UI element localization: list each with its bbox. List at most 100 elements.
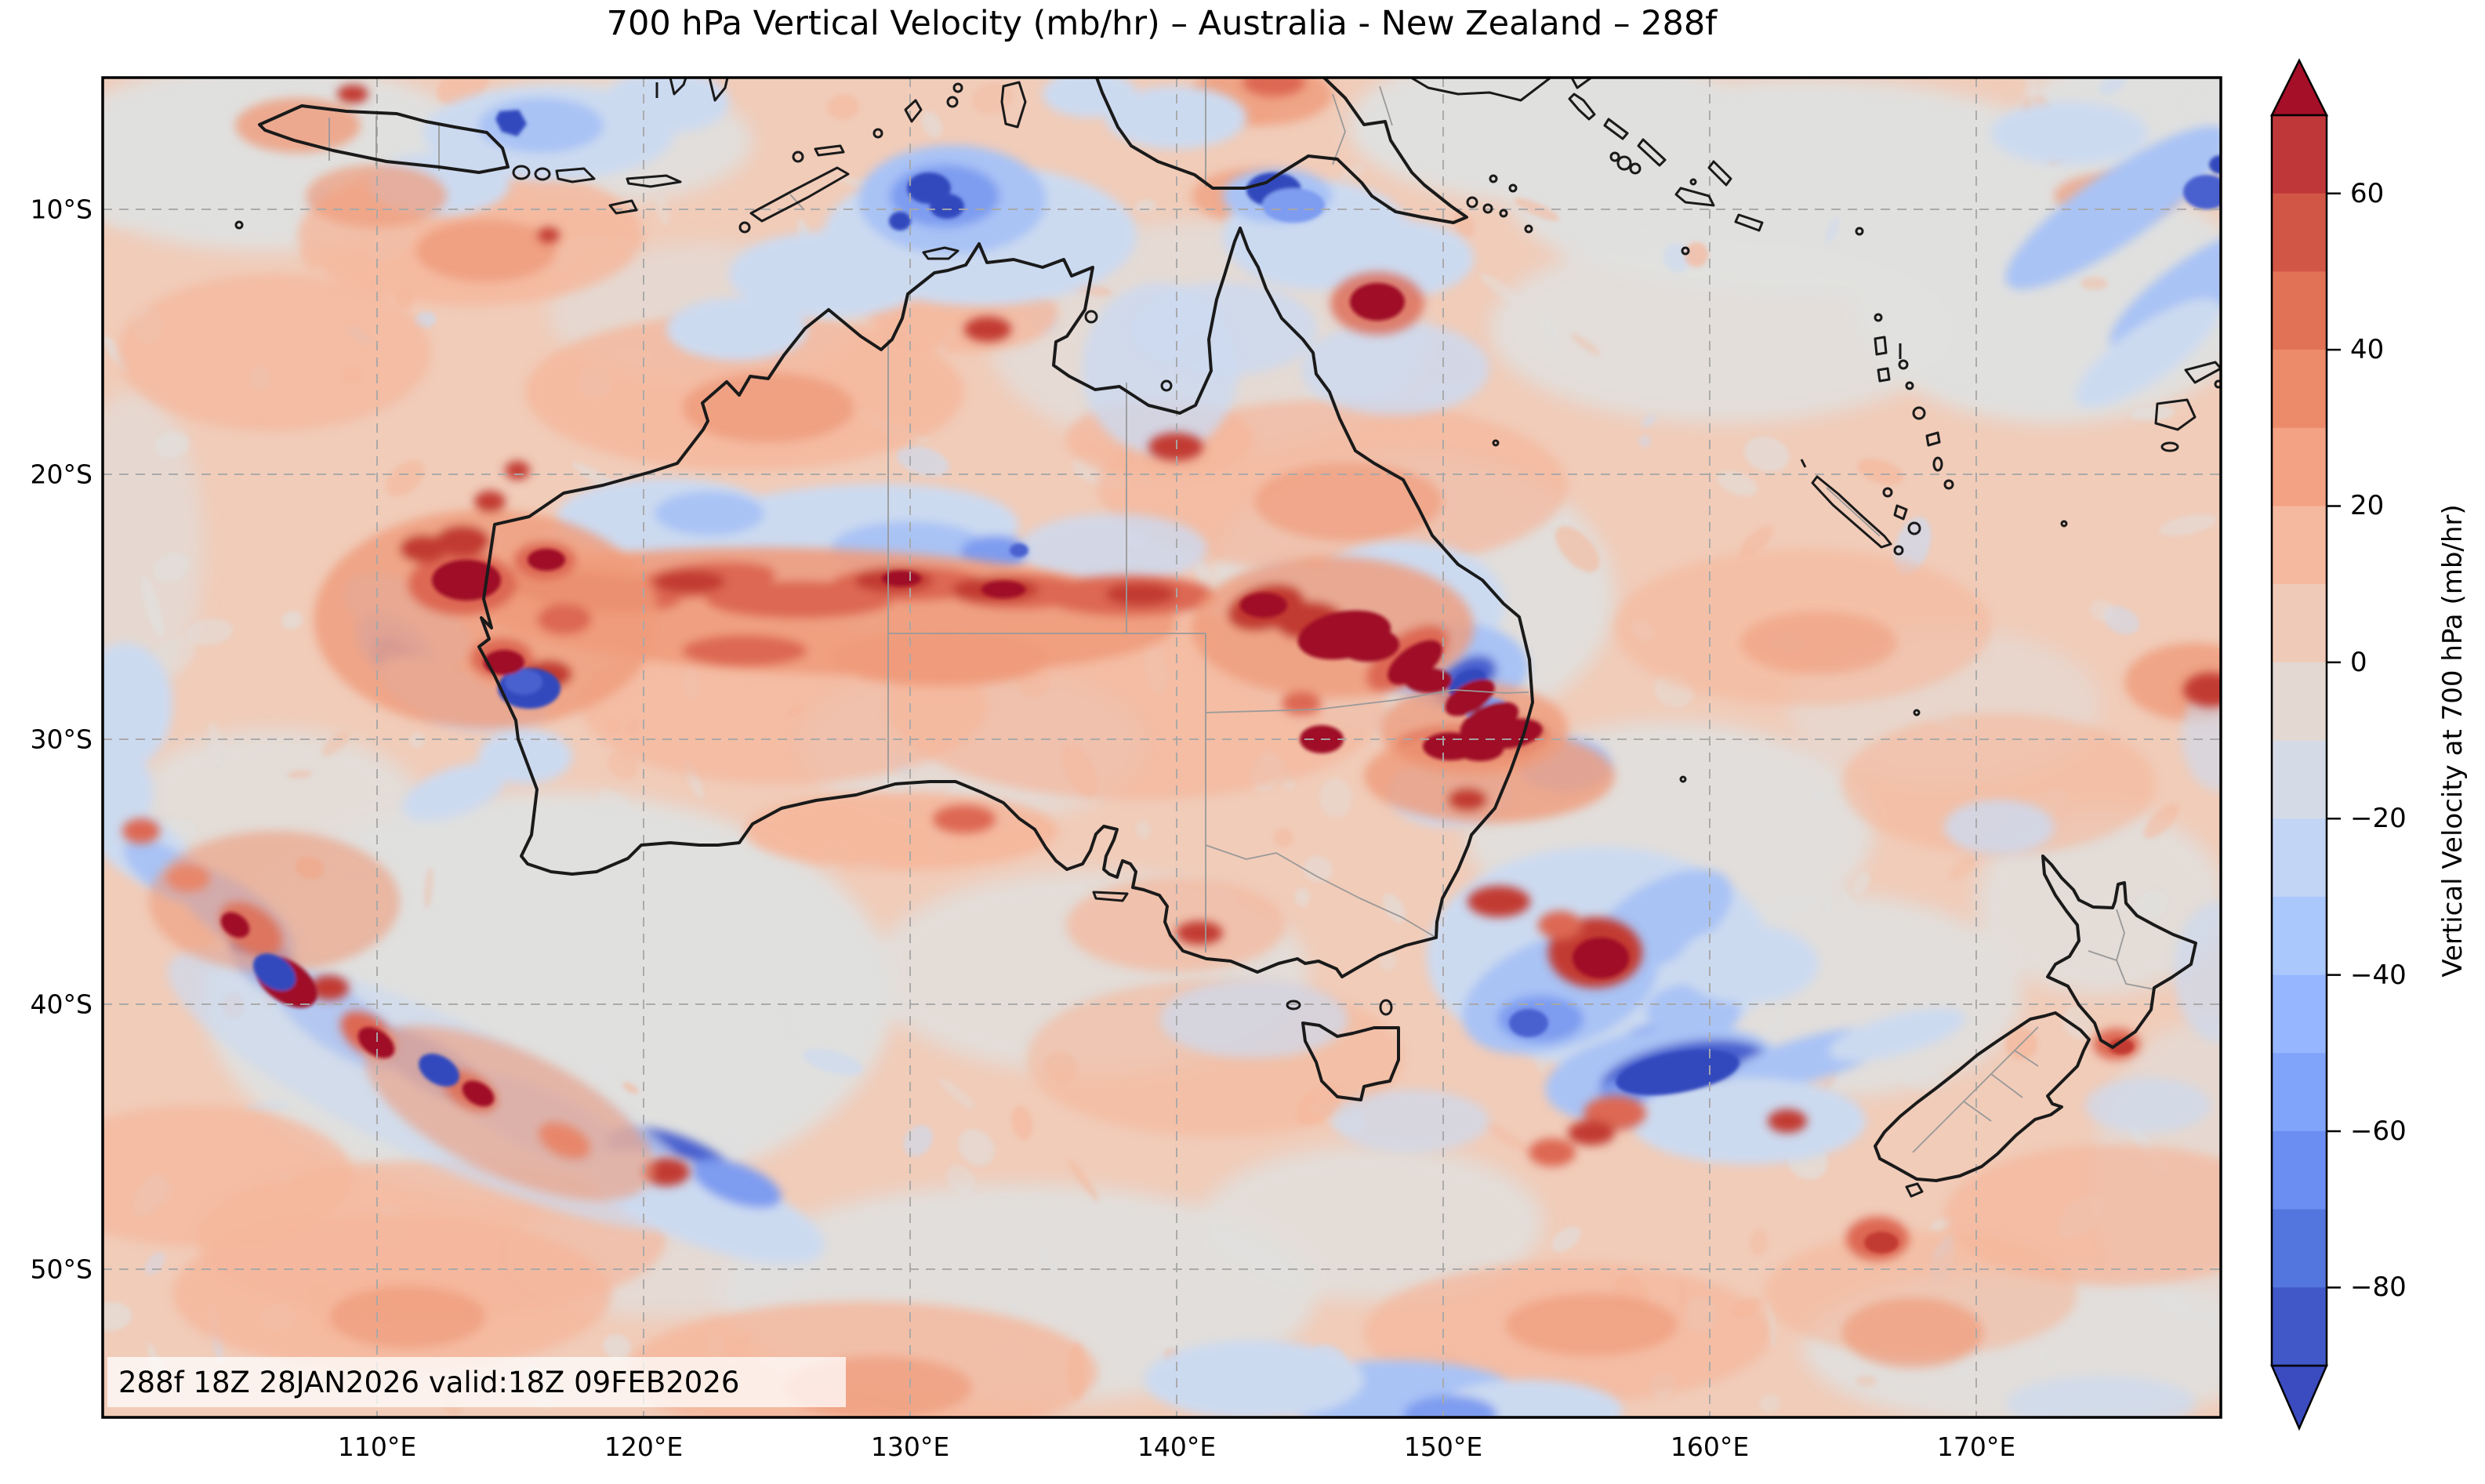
field-speckle — [604, 933, 637, 967]
australia-offshore-islands — [922, 246, 1393, 1016]
coastlines — [234, 78, 2221, 1198]
colorbar-tick-label: −40 — [2350, 959, 2407, 991]
field-speckle — [1274, 828, 1293, 847]
colorbar-tick-label: 60 — [2350, 177, 2385, 209]
field-speckle — [1382, 893, 1406, 923]
field-speckle — [939, 1078, 975, 1109]
field-speckle — [1717, 470, 1758, 497]
field-speckle — [1540, 309, 1559, 354]
field-speckle — [2134, 889, 2168, 922]
timestamp-text: 288f 18Z 28JAN2026 valid:18Z 09FEB2026 — [118, 1365, 740, 1399]
colorbar-segment — [2272, 818, 2327, 898]
lon-tick-label: 170°E — [1936, 1431, 2016, 1462]
field-speckle — [1479, 273, 1518, 303]
field-speckle — [321, 731, 350, 757]
field-speckle — [423, 867, 434, 909]
field-speckle — [244, 1100, 290, 1113]
colorbar-tick-label: −60 — [2350, 1115, 2407, 1147]
field-speckle — [1011, 1105, 1033, 1140]
field-speckle — [896, 445, 949, 477]
lon-tick-label: 140°E — [1137, 1431, 1217, 1462]
melanesia-islands — [1410, 78, 2221, 783]
field-speckle — [281, 611, 303, 630]
colorbar: Vertical Velocity at 700 hPa (mb/hr) — [2269, 58, 2469, 1431]
field-speckle — [1812, 785, 1826, 805]
colorbar-segment — [2272, 974, 2327, 1054]
lat-tick-label: 10°S — [30, 194, 93, 225]
field-speckle — [103, 1301, 132, 1331]
field-speckle — [1837, 884, 1867, 935]
field-speckle — [2176, 85, 2211, 122]
field-speckle — [1902, 1066, 1946, 1090]
field-speckle — [958, 1129, 995, 1167]
field-speckle — [903, 1125, 933, 1156]
tasmania-coastline — [1301, 1021, 1400, 1101]
field-speckle — [709, 1123, 754, 1156]
colorbar-segment — [2272, 662, 2327, 742]
colorbar-tick-marks — [2327, 192, 2341, 1289]
field-speckle — [1555, 526, 1600, 572]
lesser-sunda-islands — [234, 78, 1027, 234]
field-speckle — [144, 1252, 165, 1275]
field-speckle — [1453, 212, 1475, 238]
colorbar-extend-under-arrow — [2270, 1364, 2328, 1431]
field-speckle — [207, 721, 223, 768]
field-speckle — [1954, 1362, 1975, 1385]
field-speckle — [1611, 226, 1655, 253]
field-speckle — [1551, 1226, 1581, 1252]
field-speckle — [583, 1054, 618, 1083]
lon-tick-label: 160°E — [1670, 1431, 1750, 1462]
field-speckle — [409, 733, 426, 749]
colorbar-outline — [2270, 114, 2328, 1367]
field-speckle — [2081, 276, 2108, 291]
field-speckle — [1319, 778, 1352, 818]
colorbar-segment — [2272, 271, 2327, 350]
field-speckle — [1740, 525, 1774, 557]
field-speckle — [1856, 1375, 1877, 1388]
field-speckle — [603, 1333, 631, 1360]
field-speckle — [2037, 1346, 2062, 1370]
lat-tick-label: 40°S — [30, 989, 93, 1020]
field-speckle — [1570, 333, 1601, 356]
new-guinea-coastline — [1095, 78, 1468, 224]
lat-tick-label: 30°S — [30, 724, 93, 755]
colorbar-tick-label: 20 — [2350, 490, 2385, 522]
nz-north-island-coastline — [2041, 854, 2197, 1049]
field-speckle — [1486, 1123, 1529, 1153]
lon-tick-label: 150°E — [1403, 1431, 1483, 1462]
field-speckle — [803, 1049, 863, 1076]
field-speckle — [2131, 78, 2160, 107]
field-speckle — [152, 552, 190, 582]
field-speckle — [180, 149, 231, 190]
field-speckle — [1379, 952, 1398, 971]
field-speckle — [1749, 1229, 1769, 1256]
field-speckle — [103, 192, 143, 228]
colorbar-segment — [2272, 740, 2327, 819]
field-speckle — [945, 1164, 976, 1195]
colorbar-segment — [2272, 584, 2327, 663]
field-speckle — [608, 750, 638, 780]
field-speckle — [1894, 517, 1932, 575]
nz-south-island-coastline — [1874, 1011, 2091, 1182]
field-speckle — [141, 576, 165, 637]
lat-tick-label: 50°S — [30, 1254, 93, 1285]
field-speckle — [1759, 1394, 1781, 1413]
field-speckle — [1136, 820, 1152, 839]
field-speckle — [187, 619, 234, 646]
extreme-cores — [220, 110, 2221, 1254]
figure-title: 700 hPa Vertical Velocity (mb/hr) – Aust… — [606, 4, 1718, 43]
graticule — [103, 78, 2221, 1417]
field-speckle — [827, 94, 860, 120]
colorbar-segment — [2272, 427, 2327, 507]
colorbar-tick-label: −80 — [2350, 1272, 2407, 1304]
timestamp-annotation: 288f 18Z 28JAN2026 valid:18Z 09FEB2026 — [107, 1357, 846, 1407]
lon-tick-label: 130°E — [870, 1431, 950, 1462]
colorbar-segment — [2272, 193, 2327, 272]
field-speckle — [642, 901, 659, 916]
colorbar-segments — [2272, 115, 2327, 1366]
field-speckle — [386, 460, 425, 497]
field-speckle — [1294, 887, 1310, 907]
field-speckle — [1826, 217, 1839, 244]
field-speckle — [622, 1082, 639, 1094]
